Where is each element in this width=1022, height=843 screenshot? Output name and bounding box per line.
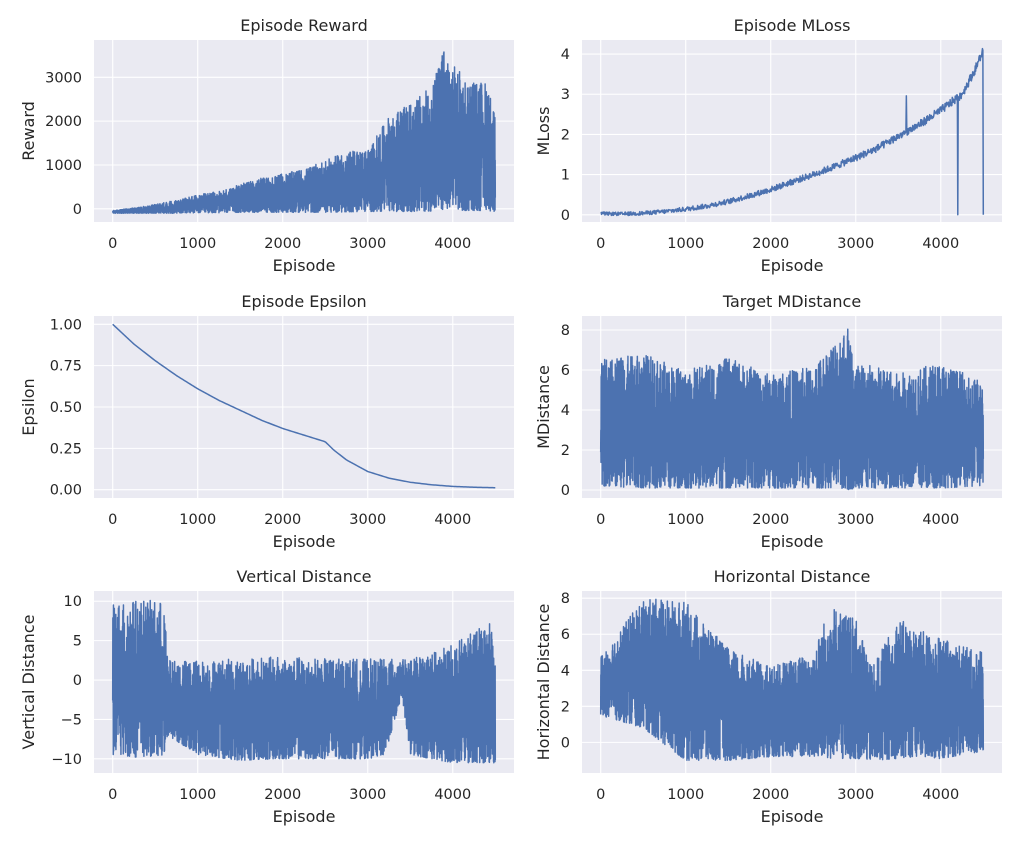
chart-title: Target MDistance (722, 292, 861, 311)
y-tick-label: 2 (561, 127, 570, 143)
x-tick-label: 0 (108, 236, 117, 252)
x-tick-label: 1000 (667, 787, 704, 803)
x-tick-label: 2000 (264, 512, 301, 528)
x-tick-label: 0 (108, 787, 117, 803)
x-tick-label: 1000 (179, 512, 216, 528)
y-tick-label: 2 (561, 699, 570, 715)
chart-panel: 0 1000 2000 3000 4000 0 1000 2000 3000 Episode Re… (19, 16, 514, 275)
chart-title: Vertical Distance (237, 567, 372, 586)
x-tick-label: 1000 (667, 236, 704, 252)
y-tick-label: 10 (64, 594, 82, 610)
y-tick-label: 0.00 (50, 483, 82, 499)
x-tick-label: 3000 (837, 787, 874, 803)
y-tick-label: −10 (51, 752, 82, 768)
x-axis-label: Episode (761, 256, 824, 275)
y-tick-label: 0.25 (50, 441, 82, 457)
y-axis-label: Reward (19, 101, 38, 161)
chart-title: Horizontal Distance (714, 567, 871, 586)
y-tick-label: 1 (561, 168, 570, 184)
y-tick-label: −5 (61, 712, 82, 728)
y-tick-label: 3000 (45, 70, 82, 86)
y-tick-label: 0 (561, 735, 570, 751)
x-tick-label: 3000 (349, 512, 386, 528)
x-axis-label: Episode (273, 807, 336, 826)
x-tick-label: 4000 (434, 787, 471, 803)
y-tick-label: 0 (73, 202, 82, 218)
y-tick-label: 2000 (45, 114, 82, 130)
series-line (111, 599, 497, 764)
x-tick-label: 1000 (667, 512, 704, 528)
y-axis-label: Vertical Distance (19, 615, 38, 750)
y-axis-label: Epsilon (19, 378, 38, 435)
y-tick-label: 0 (73, 673, 82, 689)
y-tick-label: 6 (561, 363, 570, 379)
chart-title: Episode Epsilon (241, 292, 366, 311)
series-line (112, 323, 496, 489)
y-axis-label: Horizontal Distance (534, 604, 553, 761)
y-tick-label: 0.75 (50, 359, 82, 375)
x-tick-label: 2000 (264, 787, 301, 803)
series-line (599, 598, 985, 762)
x-tick-label: 2000 (752, 512, 789, 528)
chart-panel: 0 1000 2000 3000 4000 0 1 2 3 4 Episode MLoss Episo… (534, 16, 1002, 275)
y-tick-label: 5 (73, 634, 82, 650)
series-line (111, 51, 497, 214)
x-tick-label: 0 (596, 512, 605, 528)
y-tick-label: 4 (561, 663, 570, 679)
y-tick-label: 8 (561, 323, 570, 339)
series-line (600, 47, 985, 217)
y-tick-label: 6 (561, 627, 570, 643)
x-tick-label: 3000 (349, 787, 386, 803)
x-axis-label: Episode (273, 256, 336, 275)
y-tick-label: 4 (561, 403, 570, 419)
x-axis-label: Episode (761, 807, 824, 826)
chart-panel: 0 1000 2000 3000 4000 0 2 4 6 8 Target MDistance Ep… (534, 292, 1002, 551)
y-tick-label: 2 (561, 443, 570, 459)
x-tick-label: 4000 (434, 236, 471, 252)
y-tick-label: 0 (561, 483, 570, 499)
y-axis-label: MDistance (534, 365, 553, 449)
x-tick-label: 0 (596, 236, 605, 252)
x-tick-label: 1000 (179, 787, 216, 803)
y-tick-label: 1000 (45, 158, 82, 174)
x-tick-label: 1000 (179, 236, 216, 252)
x-tick-label: 3000 (349, 236, 386, 252)
y-tick-label: 8 (561, 591, 570, 607)
x-axis-label: Episode (761, 532, 824, 551)
x-tick-label: 3000 (837, 236, 874, 252)
x-tick-label: 2000 (264, 236, 301, 252)
x-tick-label: 4000 (922, 787, 959, 803)
x-tick-label: 2000 (752, 787, 789, 803)
x-tick-label: 4000 (922, 236, 959, 252)
y-tick-label: 1.00 (50, 317, 82, 333)
x-tick-label: 4000 (434, 512, 471, 528)
y-tick-label: 4 (561, 47, 570, 63)
y-tick-label: 3 (561, 87, 570, 103)
chart-title: Episode MLoss (734, 16, 851, 35)
chart-panel: 0 1000 2000 3000 4000 0 2 4 6 8 Horizontal Distanc… (534, 567, 1002, 826)
y-tick-label: 0.50 (50, 400, 82, 416)
chart-panel: 0 1000 2000 3000 4000 0.00 0.25 0.50 0.75 1.00 Epi… (19, 292, 514, 551)
x-axis-label: Episode (273, 532, 336, 551)
x-tick-label: 0 (108, 512, 117, 528)
y-axis-label: MLoss (534, 107, 553, 156)
series-line (599, 328, 985, 491)
x-tick-label: 4000 (922, 512, 959, 528)
chart-title: Episode Reward (240, 16, 368, 35)
plot-area (582, 40, 1002, 222)
y-tick-label: 0 (561, 208, 570, 224)
x-tick-label: 0 (596, 787, 605, 803)
x-tick-label: 2000 (752, 236, 789, 252)
chart-panel: 0 1000 2000 3000 4000 −10 −5 0 5 10 Vertical Dista… (19, 567, 514, 826)
x-tick-label: 3000 (837, 512, 874, 528)
